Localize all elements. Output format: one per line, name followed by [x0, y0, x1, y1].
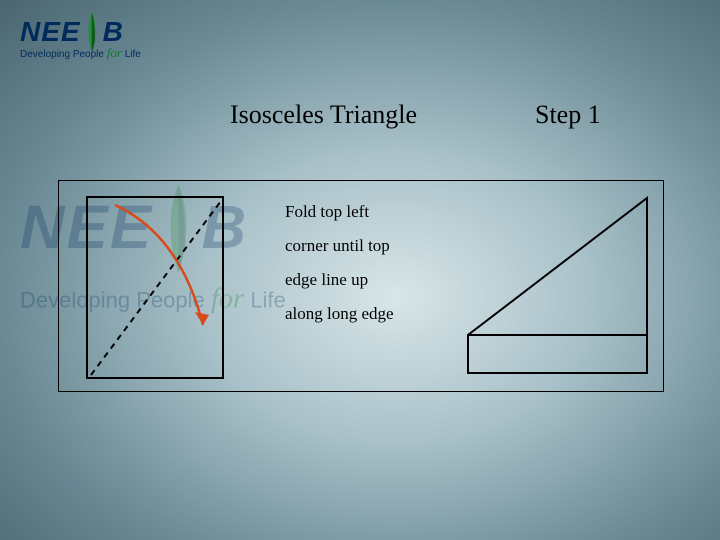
instr-line2: corner until top: [285, 229, 455, 263]
tagline-developing: Developing People: [20, 49, 104, 60]
instr-line3: edge line up: [285, 263, 455, 297]
diagram-before-fold: [85, 195, 225, 380]
tagline-life: Life: [125, 49, 141, 60]
logo-text-b: B: [103, 16, 123, 48]
step-label: Step 1: [535, 100, 601, 130]
fold-arrow-head: [195, 312, 209, 325]
page-title: Isosceles Triangle: [230, 100, 417, 130]
fold-arrow-arc: [115, 205, 203, 325]
diagram-after-fold: [465, 195, 650, 377]
instruction-text: Fold top left corner until top edge line…: [285, 195, 455, 331]
tagline-for: for: [107, 45, 122, 60]
fold-line: [91, 201, 221, 375]
instr-line1: Fold top left: [285, 195, 455, 229]
folded-outline: [468, 198, 647, 373]
instr-line4: along long edge: [285, 297, 455, 331]
logo-text-nee: NEE: [20, 16, 81, 48]
tagline: Developing People for Life: [20, 45, 141, 61]
